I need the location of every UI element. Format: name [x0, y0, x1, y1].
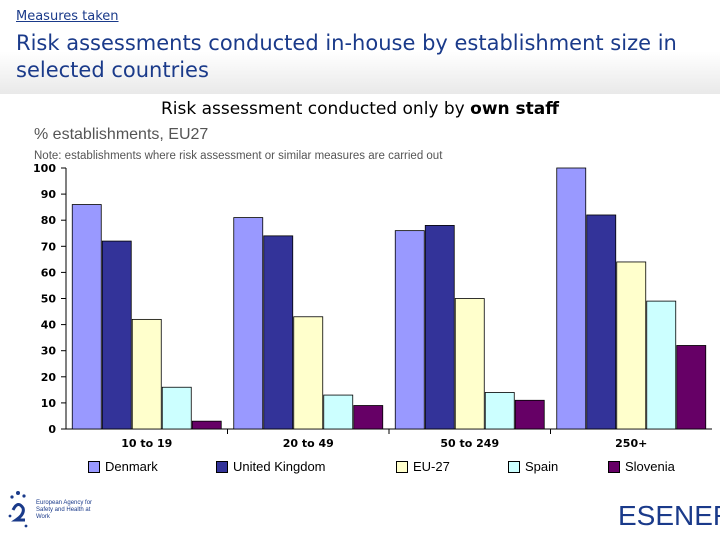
eu-osha-emblem-icon: [8, 491, 28, 528]
y-tick-label: 60: [41, 266, 57, 279]
y-tick-label: 70: [41, 240, 57, 253]
y-tick-label: 30: [41, 345, 57, 358]
x-tick-label: 20 to 49: [283, 437, 334, 450]
chart-title-emphasis: own staff: [470, 99, 560, 119]
x-tick-label: 10 to 19: [121, 437, 172, 450]
chart-labels: 0 10 20 30 40 50 60 70 80 90 100 10 to 19 20 to 49 50…: [33, 162, 647, 450]
legend-label: Slovenia: [625, 459, 675, 474]
legend-item-spain: Spain: [508, 459, 558, 474]
bar-united-kingdom-4: [586, 214, 617, 430]
bar-united-kingdom-2: [263, 235, 294, 430]
legend-label: EU-27: [413, 459, 450, 474]
bar-spain-2: [323, 394, 354, 430]
x-tick-label: 50 to 249: [440, 437, 499, 450]
legend-item-denmark: Denmark: [88, 459, 158, 474]
y-tick-label: 100: [33, 162, 56, 175]
bar-spain-1: [161, 386, 192, 430]
bar-spain-3: [484, 392, 515, 430]
section-kicker-link[interactable]: Measures taken: [16, 9, 119, 24]
legend-label: United Kingdom: [233, 459, 326, 474]
chart-bars: [71, 167, 707, 430]
y-tick-label: 80: [41, 214, 57, 227]
bar-eu-27-4: [616, 261, 647, 430]
esener-logo: ESENER: [618, 500, 720, 531]
bar-united-kingdom-1: [101, 240, 132, 430]
y-tick-label: 20: [41, 371, 57, 384]
bar-denmark-1: [71, 204, 102, 430]
y-tick-label: 40: [41, 319, 57, 332]
y-tick-label: 50: [41, 293, 57, 306]
legend-label: Spain: [525, 459, 559, 474]
legend-swatch: [216, 460, 228, 473]
bar-denmark-3: [394, 230, 425, 430]
legend-item-united-kingdom: United Kingdom: [216, 459, 326, 474]
legend-item-slovenia: Slovenia: [608, 459, 675, 474]
header-band: [0, 0, 720, 94]
bar-slovenia-1: [191, 420, 222, 430]
bar-denmark-4: [556, 167, 587, 430]
eu-osha-logo: European Agency for Safety and Health at…: [4, 486, 94, 538]
bar-spain-4: [646, 300, 677, 430]
bar-slovenia-3: [514, 399, 545, 430]
bar-slovenia-2: [353, 405, 384, 430]
bar-eu-27-2: [293, 316, 324, 430]
eu-osha-org-name: European Agency for Safety and Health at…: [36, 500, 93, 520]
x-tick-label: 250+: [615, 437, 647, 450]
bar-denmark-2: [233, 217, 264, 430]
legend-item-eu-27: EU-27: [396, 459, 450, 474]
chart-title-prefix: Risk assessment conducted only by: [160, 99, 471, 119]
y-axis-label: % establishments, EU27: [34, 126, 209, 143]
chart-title: Risk assessment conducted only by own st…: [0, 99, 720, 119]
legend-label: Denmark: [105, 459, 158, 474]
bar-united-kingdom-3: [424, 225, 455, 430]
chart-note: Note: establishments where risk assessme…: [34, 150, 443, 162]
slide-title: Risk assessments conducted in-house by e…: [16, 31, 677, 82]
legend-swatch: [608, 460, 620, 473]
legend-swatch: [88, 460, 100, 473]
y-tick-label: 90: [41, 188, 57, 201]
y-tick-label: 10: [41, 397, 57, 410]
bar-eu-27-3: [454, 298, 485, 430]
chart-legend: Denmark United Kingdom EU-27 Spain Slovenia: [88, 459, 708, 479]
bar-slovenia-4: [676, 345, 707, 430]
bar-eu-27-1: [131, 318, 162, 430]
y-tick-label: 0: [48, 423, 56, 436]
legend-swatch: [508, 460, 520, 473]
legend-swatch: [396, 460, 408, 473]
